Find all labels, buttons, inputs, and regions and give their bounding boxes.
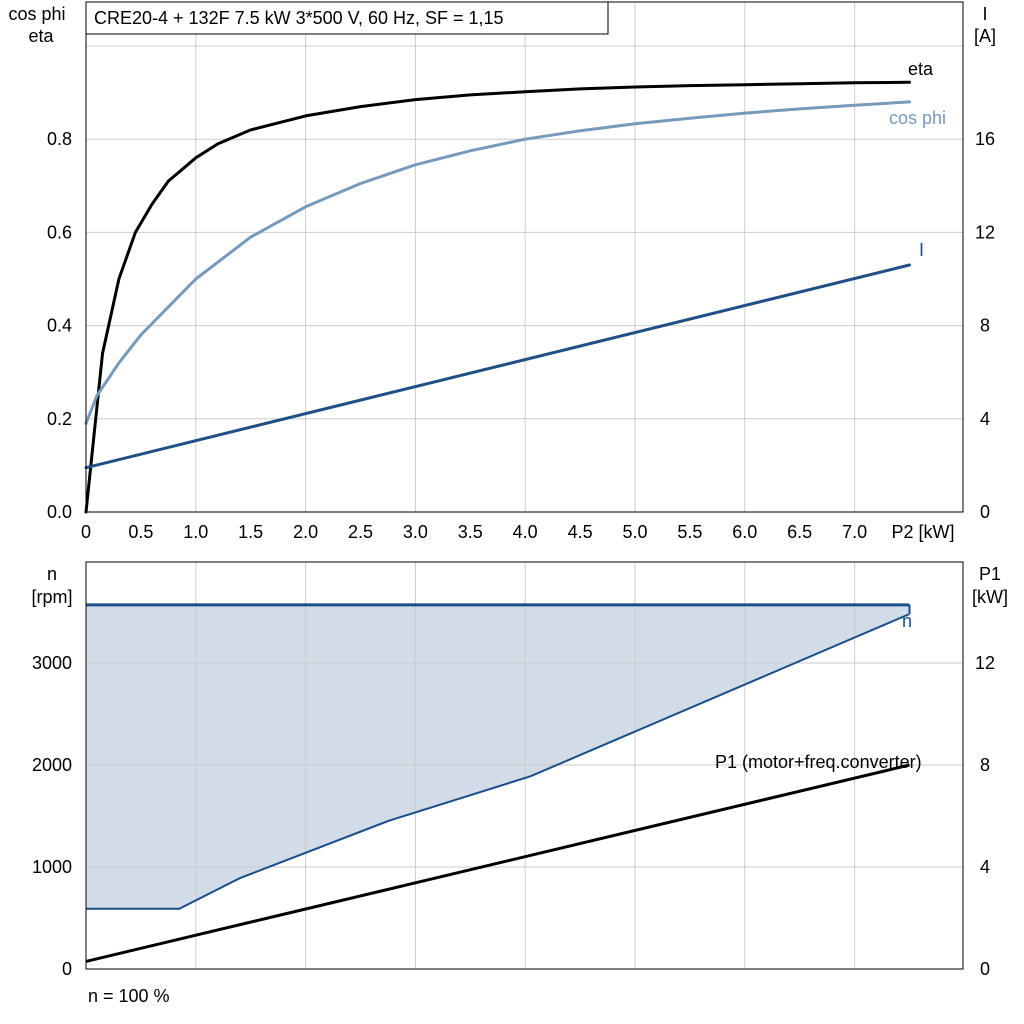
y-right-tick-label: 8: [980, 316, 990, 336]
bottom-chart-series: [85, 603, 911, 963]
x-tick-label: 6.5: [787, 522, 812, 542]
y-right-label-current-unit: [A]: [974, 26, 996, 46]
y-left-tick-label: 0.0: [47, 502, 72, 522]
series-line-I: [84, 263, 911, 470]
y-left-tick-label: 0.6: [47, 222, 72, 242]
chart-title: CRE20-4 + 132F 7.5 kW 3*500 V, 60 Hz, SF…: [94, 8, 504, 28]
x-tick-label: 1.5: [238, 522, 263, 542]
series-line-speed-min: [86, 613, 910, 910]
bottom-y-right-tick-label: 8: [980, 755, 990, 775]
bottom-chart-ticks: 0 1000 2000 3000 0 4 8 12: [32, 653, 995, 979]
x-tick-label: P2 [kW]: [892, 522, 955, 542]
bottom-y-left-tick-label: 2000: [32, 755, 72, 775]
x-tick-label: 3.0: [403, 522, 428, 542]
y-left-tick-label: 0.2: [47, 409, 72, 429]
x-tick-label: 5.5: [677, 522, 702, 542]
x-tick-label: 7.0: [842, 522, 867, 542]
bottom-chart-fill: [86, 604, 910, 909]
bottom-y-right-tick-label: 12: [975, 653, 995, 673]
x-tick-label: 5.0: [622, 522, 647, 542]
y-left-label-cosphi: cos phi: [8, 4, 65, 24]
x-tick-label: 2.5: [348, 522, 373, 542]
x-tick-label: 4.5: [568, 522, 593, 542]
bottom-chart-grid: [86, 562, 963, 969]
y-right-tick-label: 12: [975, 222, 995, 242]
title-box: [85, 1, 609, 35]
bottom-y-left-tick-label: 0: [62, 959, 72, 979]
y-left-label-speed-unit: [rpm]: [31, 587, 72, 607]
top-chart-ticks: 0 0.5 1.0 1.5 2.0 2.5 3.0 3.5 4.0 4.5 5.0 5.5 6.0 6.5…: [47, 129, 995, 542]
y-right-tick-label: 4: [980, 409, 990, 429]
y-left-label-eta: eta: [28, 26, 54, 46]
series-label-cosphi: cos phi: [889, 108, 946, 128]
bottom-chart-frame: [85, 561, 964, 970]
bottom-y-left-tick-label: 3000: [32, 653, 72, 673]
x-tick-label: 1.0: [183, 522, 208, 542]
x-tick-label: 0: [81, 522, 91, 542]
x-tick-label: 0.5: [128, 522, 153, 542]
series-label-eta: eta: [908, 59, 934, 79]
x-tick-label: 3.5: [458, 522, 483, 542]
bottom-y-right-tick-label: 0: [980, 959, 990, 979]
y-left-tick-label: 0.4: [47, 316, 72, 336]
bottom-y-right-tick-label: 4: [980, 857, 990, 877]
series-label-p1: P1 (motor+freq.converter): [715, 752, 922, 772]
series-line-cos-phi: [84, 100, 911, 425]
speed-range-area: [86, 604, 910, 909]
x-tick-label: 2.0: [293, 522, 318, 542]
y-right-tick-label: 16: [975, 129, 995, 149]
y-right-label-current: I: [982, 4, 987, 24]
x-tick-label: 4.0: [513, 522, 538, 542]
y-right-label-p1-unit: [kW]: [972, 587, 1008, 607]
series-line-eta: [84, 80, 911, 514]
top-chart-series: [84, 80, 911, 514]
y-right-tick-label: 0: [980, 502, 990, 522]
series-label-current: I: [919, 240, 924, 260]
y-left-label-speed: n: [47, 564, 57, 584]
bottom-y-left-tick-label: 1000: [32, 857, 72, 877]
y-left-tick-label: 0.8: [47, 129, 72, 149]
footer-note: n = 100 %: [88, 986, 170, 1006]
y-right-label-p1: P1: [979, 564, 1001, 584]
series-line-p1: [85, 763, 910, 963]
x-tick-label: 6.0: [732, 522, 757, 542]
series-label-speed: n: [902, 611, 912, 631]
